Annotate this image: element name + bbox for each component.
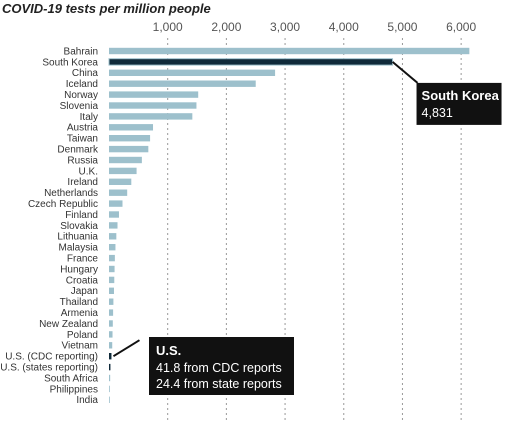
bar	[109, 113, 193, 120]
category-label: Taiwan	[67, 134, 98, 145]
bar	[109, 80, 256, 87]
bar	[109, 69, 276, 76]
gridlines	[167, 38, 462, 420]
bar	[109, 265, 115, 273]
category-label: South Korea	[42, 57, 98, 68]
bar	[109, 167, 137, 175]
bar	[109, 244, 116, 251]
category-label: U.K.	[79, 166, 98, 177]
category-label: Bahrain	[64, 46, 98, 57]
category-label: China	[72, 68, 99, 79]
bar	[109, 211, 119, 218]
bar	[109, 276, 115, 284]
category-label: Denmark	[57, 145, 99, 156]
category-label: India	[76, 395, 98, 406]
category-label: New Zealand	[39, 319, 98, 330]
callout-leader-line	[391, 61, 419, 84]
x-tick-label: 2,000	[211, 20, 241, 34]
bar	[109, 233, 117, 240]
bar	[109, 287, 114, 294]
callout-title: South Korea	[422, 88, 500, 103]
bar	[109, 156, 142, 164]
bar	[109, 200, 123, 207]
category-label: Hungary	[60, 264, 98, 275]
callouts: South Korea 4,831 U.S. 41.8 from CDC report…	[112, 61, 502, 395]
category-label: U.S. (states reporting)	[0, 363, 98, 374]
bar	[109, 331, 113, 338]
bar	[109, 298, 114, 305]
bar	[109, 396, 110, 403]
category-label: Thailand	[60, 297, 98, 308]
bar	[109, 145, 149, 153]
bar	[109, 320, 113, 327]
x-tick-label: 6,000	[446, 20, 476, 34]
category-label: South Africa	[44, 373, 98, 384]
bar	[109, 254, 115, 262]
callout-line: 24.4 from state reports	[156, 377, 282, 391]
x-tick-label: 4,000	[329, 20, 359, 34]
bar	[109, 374, 111, 382]
bar	[109, 47, 470, 55]
category-label: Norway	[64, 90, 98, 101]
x-tick-label: 1,000	[153, 20, 183, 34]
category-label: Philippines	[50, 384, 98, 395]
bar	[109, 222, 118, 229]
category-label: Malaysia	[59, 243, 99, 254]
category-label: Slovakia	[60, 221, 98, 232]
callout-box	[416, 82, 502, 125]
bar	[109, 91, 199, 98]
callout-us: U.S. 41.8 from CDC reports 24.4 from state…	[112, 337, 294, 395]
category-label: Japan	[71, 286, 98, 297]
callout-line: 41.8 from CDC reports	[156, 361, 282, 375]
callout-south-korea: South Korea 4,831	[391, 61, 502, 125]
category-label: Finland	[65, 210, 98, 221]
category-label: Netherlands	[44, 188, 98, 199]
callout-leader-line	[112, 339, 140, 358]
x-tick-label: 5,000	[387, 20, 417, 34]
bar	[109, 353, 112, 360]
category-label: Czech Republic	[28, 199, 98, 210]
callout-title: U.S.	[156, 343, 181, 358]
category-label: U.S. (CDC reporting)	[5, 352, 98, 363]
category-label: Ireland	[67, 177, 98, 188]
bar	[109, 102, 197, 109]
bar	[109, 189, 128, 196]
bar	[109, 178, 132, 185]
x-axis-tick-labels: 1,000 2,000 3,000 4,000 5,000 6,000	[153, 20, 477, 34]
category-label: Croatia	[66, 275, 99, 286]
bar	[109, 124, 154, 131]
bar	[109, 385, 110, 393]
category-label: Iceland	[66, 79, 98, 90]
x-tick-label: 3,000	[270, 20, 300, 34]
callout-value: 4,831	[422, 106, 453, 120]
category-label: Russia	[67, 155, 98, 166]
chart-title: COVID-19 tests per million people	[2, 1, 211, 16]
bar	[109, 363, 111, 371]
category-label: France	[67, 254, 99, 265]
bar	[109, 135, 151, 142]
bar	[109, 342, 113, 349]
category-label: Armenia	[61, 308, 99, 319]
category-label: Poland	[67, 330, 98, 341]
bar	[108, 58, 394, 66]
bars	[108, 47, 470, 403]
category-label: Austria	[67, 123, 99, 134]
category-label: Italy	[80, 112, 98, 123]
category-label: Vietnam	[61, 341, 98, 352]
callout-box	[149, 337, 294, 395]
category-label: Slovenia	[60, 101, 99, 112]
bar	[109, 309, 114, 316]
category-label: Lithuania	[57, 232, 98, 243]
